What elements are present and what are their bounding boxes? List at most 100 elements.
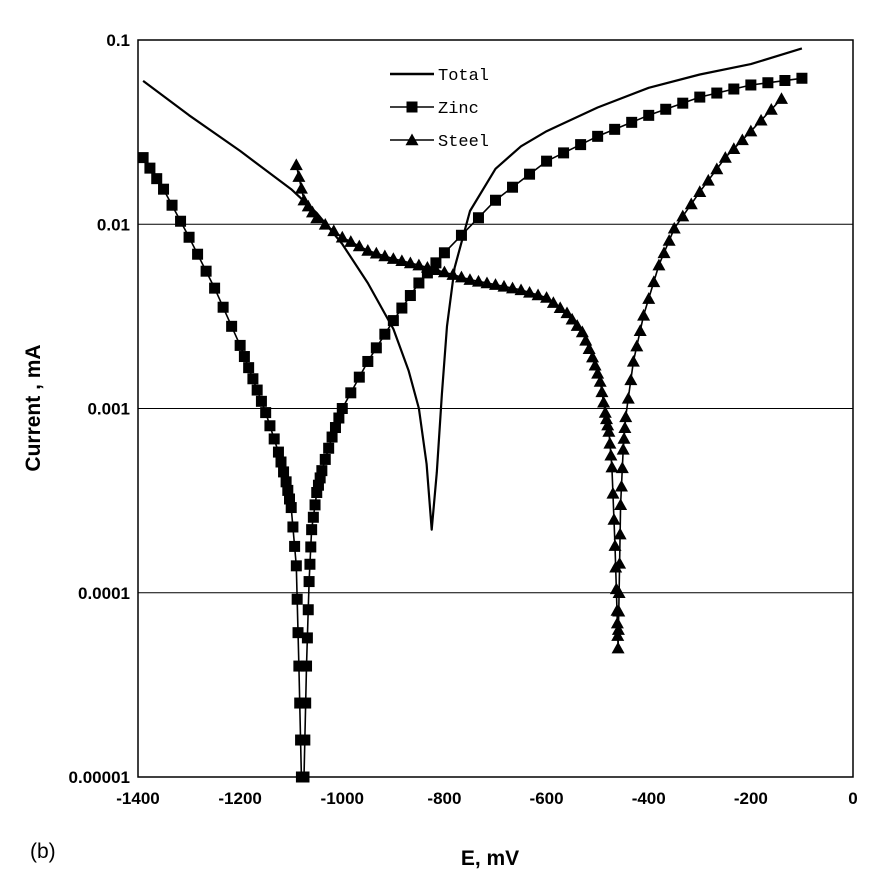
panel-label: (b) — [30, 840, 56, 863]
triangle-marker — [463, 273, 477, 285]
triangle-marker — [497, 279, 511, 292]
triangle-marker — [378, 249, 392, 262]
tick-labels: 0.00001 0.0001 0.001 0.01 0.1 -1400 -1200 -1000… — [69, 31, 858, 808]
square-marker — [490, 194, 501, 206]
triangle-marker — [523, 285, 537, 298]
square-marker — [309, 499, 321, 511]
triangle-marker — [294, 181, 308, 194]
square-marker — [609, 123, 621, 135]
square-marker — [575, 139, 587, 151]
square-marker — [413, 277, 425, 289]
square-marker — [303, 576, 315, 588]
triangle-marker — [610, 616, 624, 629]
triangle-marker — [616, 442, 630, 455]
triangle-marker — [437, 265, 451, 278]
x-tick-label: -200 — [734, 789, 768, 808]
square-marker — [226, 320, 238, 332]
square-marker — [192, 248, 204, 260]
triangle-marker — [540, 291, 554, 303]
triangle-marker — [403, 256, 417, 269]
triangle-marker — [361, 244, 375, 256]
square-marker — [285, 502, 297, 514]
triangle-marker — [608, 539, 622, 551]
y-axis-title: Current , mA — [22, 344, 45, 471]
gridlines — [138, 223, 853, 594]
triangle-marker — [588, 358, 602, 371]
square-marker — [316, 465, 328, 477]
square-marker — [396, 302, 408, 314]
triangle-marker — [480, 276, 494, 289]
square-marker — [301, 660, 313, 672]
square-marker — [312, 479, 324, 491]
y-tick-label: 0.00001 — [69, 768, 130, 787]
legend-item-steel: Steel — [390, 133, 489, 152]
x-tick-label: -600 — [530, 789, 564, 808]
triangle-marker — [454, 270, 468, 283]
square-marker — [323, 442, 335, 454]
square-marker — [301, 632, 313, 644]
triangle-marker — [603, 436, 617, 449]
legend-label: Zinc — [438, 100, 479, 119]
triangle-marker — [701, 173, 715, 186]
square-marker — [404, 290, 416, 302]
legend-label: Total — [438, 67, 489, 86]
triangle-marker — [489, 278, 502, 290]
triangle-marker — [565, 312, 579, 325]
square-marker — [158, 183, 170, 195]
square-marker — [272, 446, 284, 458]
triangle-marker — [630, 339, 644, 352]
square-marker — [455, 229, 467, 241]
x-tick-label: -400 — [632, 789, 666, 808]
triangle-marker — [693, 185, 707, 198]
triangle-marker — [618, 421, 632, 433]
triangle-marker — [617, 432, 631, 444]
triangle-marker — [395, 254, 409, 267]
triangle-marker — [405, 133, 419, 146]
square-marker — [217, 301, 229, 313]
triangle-marker — [647, 275, 661, 288]
square-marker — [711, 87, 723, 99]
square-marker — [541, 155, 553, 167]
square-marker — [302, 604, 314, 616]
triangle-marker — [775, 92, 788, 104]
triangle-marker — [344, 235, 358, 247]
triangle-marker — [615, 461, 629, 474]
y-tick-label: 0.001 — [87, 400, 130, 419]
triangle-marker — [429, 263, 443, 275]
square-marker — [294, 697, 306, 709]
square-marker — [305, 541, 317, 553]
triangle-marker — [595, 385, 609, 398]
square-marker — [779, 74, 791, 86]
square-marker — [311, 487, 323, 499]
square-marker — [290, 560, 302, 572]
square-marker — [260, 407, 272, 419]
square-marker — [300, 697, 312, 709]
triangle-marker — [727, 142, 741, 154]
triangle-marker — [718, 151, 732, 163]
square-marker — [209, 282, 221, 294]
triangle-marker — [369, 246, 383, 259]
triangle-marker — [604, 448, 618, 461]
triangle-marker — [754, 113, 768, 126]
y-tick-label: 0.0001 — [78, 584, 130, 603]
triangle-marker — [420, 260, 434, 273]
square-marker — [319, 453, 331, 465]
triangle-marker — [546, 296, 560, 308]
triangle-marker — [611, 641, 625, 654]
square-marker — [387, 315, 399, 327]
series-total — [142, 47, 803, 531]
square-marker — [291, 593, 303, 605]
square-marker — [200, 265, 212, 277]
triangle-marker — [598, 406, 612, 418]
legend-item-zinc: Zinc — [390, 100, 479, 119]
square-marker — [255, 395, 267, 407]
square-marker — [247, 373, 259, 385]
x-tick-label: -1000 — [321, 789, 364, 808]
square-marker — [430, 257, 442, 269]
x-tick-label: -1200 — [218, 789, 261, 808]
square-marker — [643, 109, 655, 121]
triangle-marker — [591, 366, 605, 379]
triangle-marker — [662, 234, 676, 246]
square-marker — [660, 103, 672, 115]
